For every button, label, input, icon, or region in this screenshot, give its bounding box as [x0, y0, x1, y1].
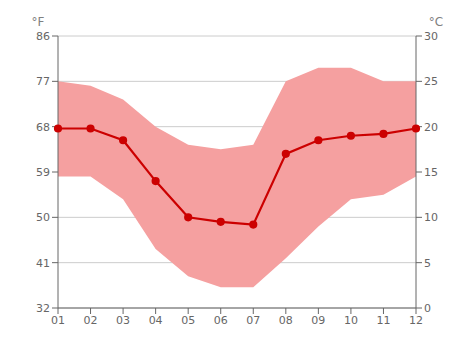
- svg-text:08: 08: [279, 314, 293, 327]
- svg-text:50: 50: [36, 211, 50, 224]
- svg-text:5: 5: [424, 257, 431, 270]
- svg-text:07: 07: [246, 314, 260, 327]
- svg-text:09: 09: [311, 314, 325, 327]
- svg-text:°F: °F: [32, 15, 45, 29]
- svg-text:32: 32: [36, 302, 50, 315]
- svg-text:0: 0: [424, 302, 431, 315]
- svg-text:41: 41: [36, 257, 50, 270]
- svg-text:10: 10: [424, 211, 438, 224]
- svg-text:02: 02: [84, 314, 98, 327]
- svg-text:77: 77: [36, 75, 50, 88]
- svg-text:10: 10: [344, 314, 358, 327]
- svg-text:04: 04: [149, 314, 163, 327]
- svg-text:°C: °C: [429, 15, 443, 29]
- svg-text:15: 15: [424, 166, 438, 179]
- svg-text:06: 06: [214, 314, 228, 327]
- svg-text:11: 11: [376, 314, 390, 327]
- svg-text:20: 20: [424, 121, 438, 134]
- svg-text:30: 30: [424, 30, 438, 43]
- svg-text:59: 59: [36, 166, 50, 179]
- svg-text:68: 68: [36, 121, 50, 134]
- svg-text:03: 03: [116, 314, 130, 327]
- svg-text:01: 01: [51, 314, 65, 327]
- svg-text:05: 05: [181, 314, 195, 327]
- svg-text:25: 25: [424, 75, 438, 88]
- svg-text:12: 12: [409, 314, 423, 327]
- svg-text:86: 86: [36, 30, 50, 43]
